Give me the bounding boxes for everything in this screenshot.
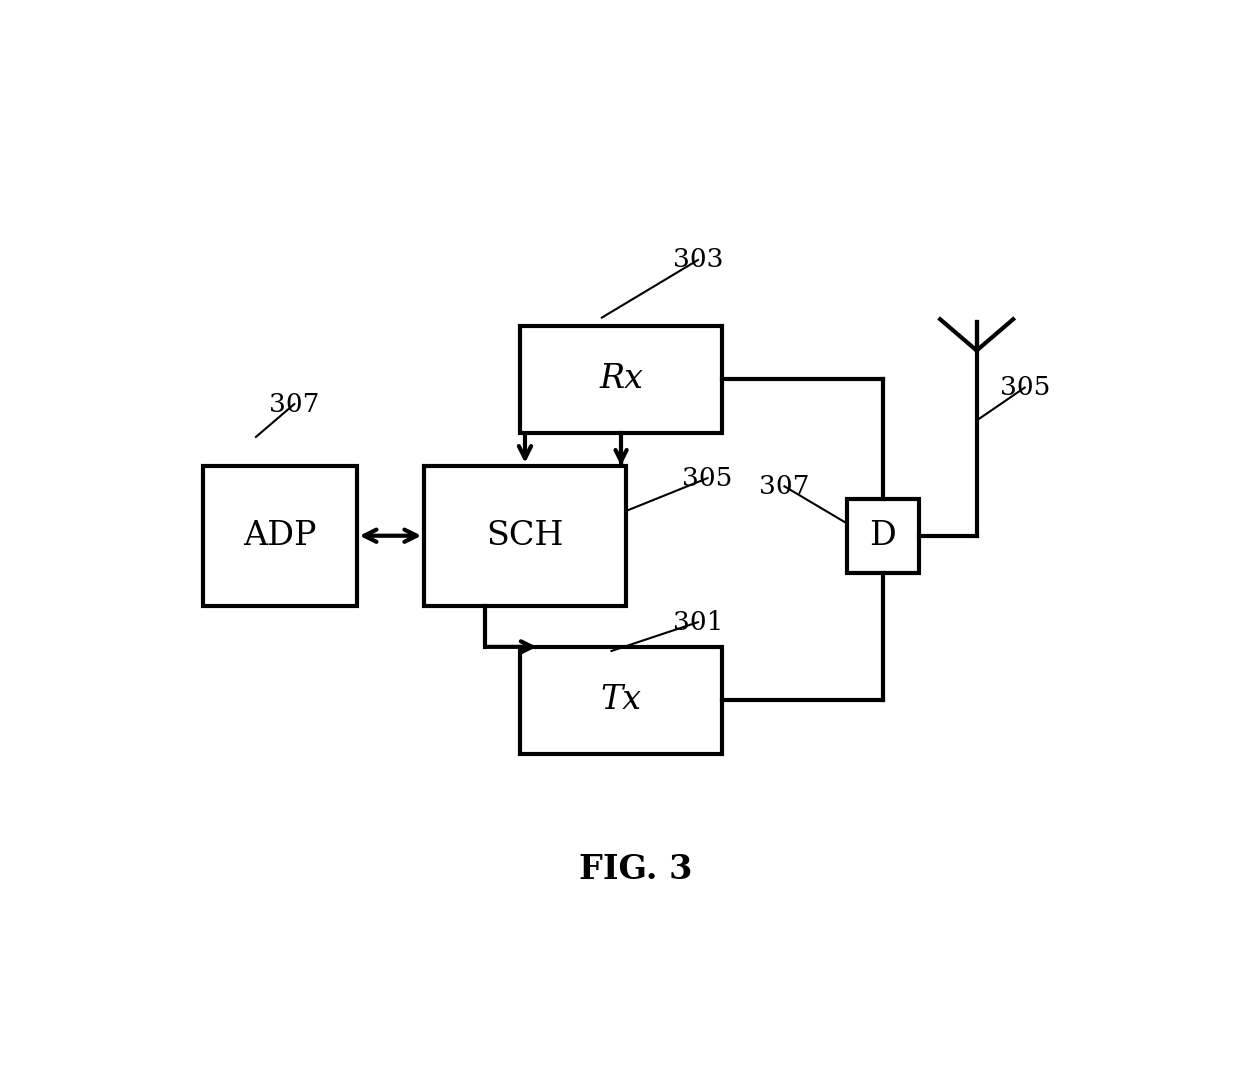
Bar [424,466,626,606]
Bar [521,326,722,433]
Bar [847,498,919,573]
Text: Rx: Rx [599,363,644,396]
Text: 301: 301 [673,609,723,635]
Text: 307: 307 [759,474,810,499]
Text: 307: 307 [269,391,320,417]
Text: D: D [869,520,897,552]
Bar [203,466,357,606]
Text: FIG. 3: FIG. 3 [579,853,692,885]
Text: 305: 305 [682,466,733,491]
Text: SCH: SCH [486,520,564,552]
Text: 305: 305 [999,375,1050,400]
Text: ADP: ADP [243,520,316,552]
Text: Tx: Tx [600,684,641,716]
Bar [521,647,722,754]
Text: 303: 303 [673,248,723,273]
